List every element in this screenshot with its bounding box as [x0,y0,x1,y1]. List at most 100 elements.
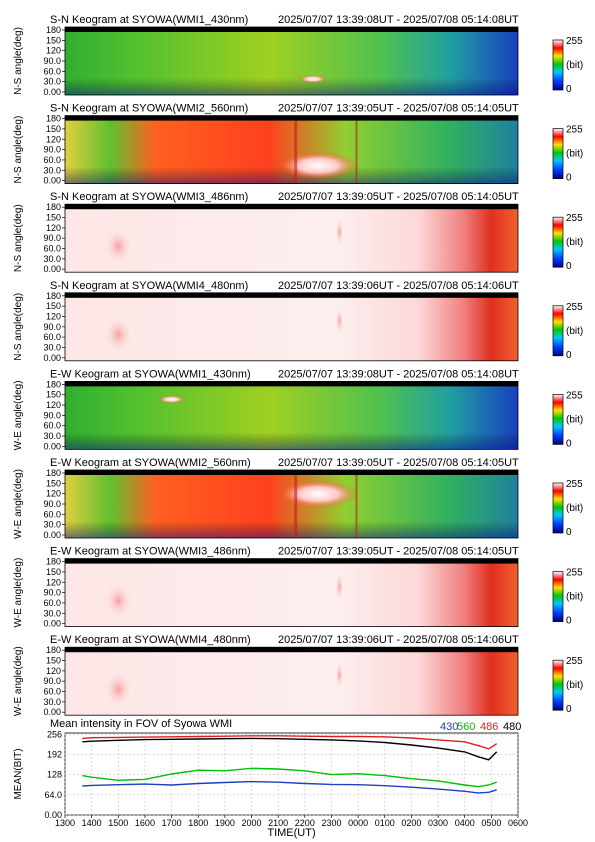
panel-title: E-W Keogram at SYOWA(WMI2_560nm) [50,457,251,469]
colorbar-max-label: 255 [566,213,583,224]
angle-tick-label: 120 [46,223,61,233]
angle-tick-label: 180 [46,645,61,655]
angle-tick-label: 120 [46,577,61,587]
angle-tick-label: 180 [46,379,61,389]
colorbar-min-label: 0 [566,84,572,95]
legend-430: 430 [440,721,458,733]
time-tick-label: 0500 [481,818,501,828]
angle-tick-label: 0.00 [43,619,61,629]
angle-tick-label: 150 [46,301,61,311]
panel-time-range: 2025/07/07 13:39:05UT - 2025/07/08 05:14… [278,546,519,558]
time-tick-label: 1800 [188,818,208,828]
angle-tick-label: 30.0 [43,77,61,87]
panel-time-range: 2025/07/07 13:39:05UT - 2025/07/08 05:14… [278,191,519,203]
time-tick-label: 2000 [242,818,262,828]
colorbar-min-label: 0 [566,261,572,272]
mean-ylabel: MEAN(BIT) [13,748,24,799]
mean-ytick-label: 128 [47,770,62,780]
keogram-panel-1: S-N Keogram at SYOWA(WMI1_430nm) 2025/07/… [13,14,583,97]
legend-560: 560 [457,721,475,733]
keogram-image [65,27,518,95]
angle-tick-label: 90.0 [43,145,61,155]
angle-tick-label: 90.0 [43,588,61,598]
keogram-image [65,115,518,184]
angle-tick-label: 30.0 [43,431,61,441]
angle-tick-label: 60.0 [43,687,61,697]
colorbar-min-label: 0 [566,438,572,449]
keogram-image [65,647,518,716]
mean-ytick-label: 256 [47,729,62,739]
angle-tick-label: 0.00 [43,264,61,274]
time-tick-label: 1700 [162,818,182,828]
angle-tick-label: 0.00 [43,87,61,97]
keogram-panels: S-N Keogram at SYOWA(WMI1_430nm) 2025/07/… [13,14,583,717]
angle-tick-label: 150 [46,567,61,577]
angle-tick-label: 120 [46,311,61,321]
keogram-panel-8: E-W Keogram at SYOWA(WMI4_480nm) 2025/07/… [13,634,583,717]
angle-tick-label: 0.00 [43,176,61,186]
colorbar-max-label: 255 [566,302,583,313]
colorbar-unit-label: (bit) [566,592,583,603]
time-tick-label: 0200 [401,818,421,828]
colorbar-unit-label: (bit) [566,414,583,425]
time-tick-label: 1600 [135,818,155,828]
angle-tick-label: 30.0 [43,165,61,175]
colorbar: 255 (bit) 0 [552,479,583,538]
angle-tick-label: 120 [46,400,61,410]
time-tick-label: 0100 [375,818,395,828]
keogram-image [65,470,518,538]
angle-tick-label: 90.0 [43,410,61,420]
panel-title: S-N Keogram at SYOWA(WMI2_560nm) [50,103,248,115]
angle-tick-label: 120 [46,666,61,676]
angle-tick-label: 120 [46,489,61,499]
colorbar-max-label: 255 [566,390,583,401]
angle-tick-label: 180 [46,25,61,35]
panel-time-range: 2025/07/07 13:39:08UT - 2025/07/08 05:14… [278,368,519,380]
time-tick-label: 1300 [55,818,75,828]
keogram-image [65,292,518,361]
time-tick-label: 1400 [82,818,102,828]
time-axis-label: TIME(UT) [267,827,315,839]
colorbar: 255 (bit) 0 [552,213,583,272]
colorbar-max-label: 255 [566,36,583,47]
angle-tick-label: 0.00 [43,353,61,363]
mean-ytick-label: 64.0 [44,790,62,800]
keogram-panel-3: S-N Keogram at SYOWA(WMI3_486nm) 2025/07/… [13,191,583,274]
angle-tick-label: 60.0 [43,509,61,519]
angle-tick-label: 180 [46,114,61,124]
colorbar-max-label: 255 [566,568,583,579]
colorbar-unit-label: (bit) [566,237,583,248]
panel-ylabel: N-S angle(deg) [13,116,24,184]
legend-480: 480 [503,721,521,733]
panel-time-range: 2025/07/07 13:39:05UT - 2025/07/08 05:14… [278,457,519,469]
angle-tick-label: 0.00 [43,707,61,717]
colorbar-unit-label: (bit) [566,326,583,337]
colorbar-min-label: 0 [566,527,572,538]
keogram-panel-7: E-W Keogram at SYOWA(WMI3_486nm) 2025/07/… [13,546,583,629]
time-tick-label: 2100 [268,818,288,828]
panel-title: E-W Keogram at SYOWA(WMI1_430nm) [50,368,251,380]
colorbar-min-label: 0 [566,173,572,184]
angle-tick-label: 30.0 [43,520,61,530]
mean-panel-title: Mean intensity in FOV of Syowa WMI [50,718,232,730]
angle-tick-label: 90.0 [43,676,61,686]
angle-tick-label: 90.0 [43,322,61,332]
angle-tick-label: 60.0 [43,244,61,254]
time-tick-label: 0000 [348,818,368,828]
angle-tick-label: 120 [46,46,61,56]
angle-tick-label: 150 [46,656,61,666]
panel-time-range: 2025/07/07 13:39:06UT - 2025/07/08 05:14… [278,280,519,292]
colorbar-max-label: 255 [566,656,583,667]
series-line-430 [82,780,497,794]
panel-title: S-N Keogram at SYOWA(WMI4_480nm) [50,280,248,292]
angle-tick-label: 180 [46,291,61,301]
series-line-560 [82,767,497,788]
keogram-image [65,558,518,627]
colorbar: 255 (bit) 0 [552,568,583,627]
panel-ylabel: N-S angle(deg) [13,293,24,361]
panel-ylabel: W-E angle(deg) [13,646,24,716]
colorbar-min-label: 0 [566,704,572,715]
angle-tick-label: 30.0 [43,254,61,264]
panel-title: E-W Keogram at SYOWA(WMI4_480nm) [50,634,251,646]
